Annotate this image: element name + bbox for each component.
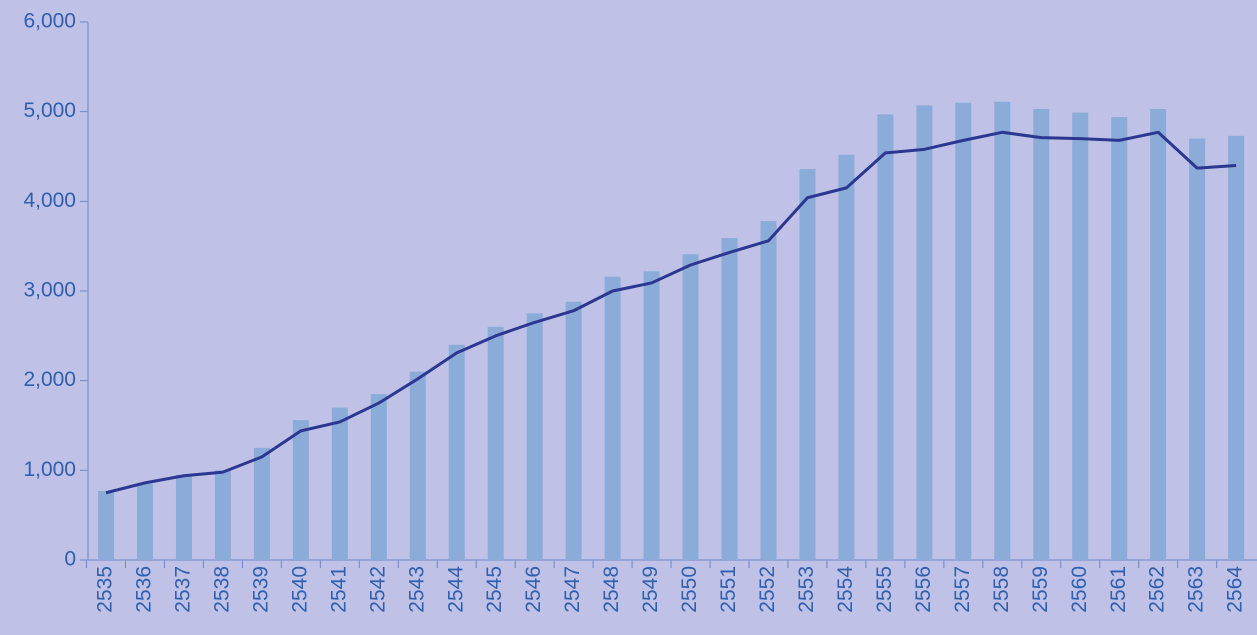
y-tick-label: 3,000: [23, 279, 76, 302]
x-tick-label: 2562: [1146, 566, 1169, 613]
bar: [526, 313, 543, 560]
y-tick-label: 1,000: [23, 458, 76, 481]
y-tick-label: 6,000: [23, 10, 76, 33]
x-tick-label: 2558: [990, 566, 1013, 613]
x-tick-label: 2537: [171, 566, 194, 613]
bar: [253, 447, 270, 560]
x-tick-label: 2555: [873, 566, 896, 613]
x-tick-label: 2539: [249, 566, 272, 613]
x-tick-label: 2544: [444, 566, 467, 613]
x-tick-label: 2548: [600, 566, 623, 613]
bar: [916, 105, 933, 560]
bar: [409, 371, 426, 560]
bar: [1228, 135, 1245, 561]
x-tick-label: 2564: [1224, 566, 1247, 613]
bar: [370, 394, 387, 560]
x-tick-label: 2563: [1185, 566, 1208, 613]
bar: [565, 301, 582, 560]
bar: [175, 474, 192, 560]
x-tick-label: 2535: [94, 566, 117, 613]
bar: [331, 407, 348, 560]
x-tick-label: 2536: [133, 566, 156, 613]
bar: [1150, 108, 1167, 560]
bar: [955, 102, 972, 560]
x-tick-label: 2561: [1107, 566, 1130, 613]
x-tick-label: 2550: [678, 566, 701, 613]
bar: [1111, 117, 1128, 561]
y-tick-label: 0: [64, 548, 76, 571]
bar: [721, 238, 738, 560]
bar: [1033, 108, 1050, 560]
bar: [1189, 138, 1206, 561]
y-tick-label: 4,000: [23, 189, 76, 212]
bar: [604, 276, 621, 560]
y-tick-label: 5,000: [23, 99, 76, 122]
bar: [136, 483, 153, 560]
x-tick-label: 2560: [1068, 566, 1091, 613]
bar: [682, 254, 699, 560]
x-tick-label: 2541: [327, 566, 350, 613]
x-tick-label: 2545: [483, 566, 506, 613]
bar: [799, 169, 816, 560]
x-tick-label: 2546: [522, 566, 545, 613]
x-tick-label: 2551: [717, 566, 740, 613]
bar: [98, 490, 114, 560]
x-tick-label: 2553: [795, 566, 818, 613]
bar: [448, 344, 465, 560]
bar: [1072, 112, 1089, 561]
x-tick-label: 2554: [834, 566, 857, 613]
x-tick-label: 2547: [561, 566, 584, 613]
bar: [877, 114, 894, 561]
x-tick-label: 2549: [639, 566, 662, 613]
bar: [487, 326, 504, 560]
x-tick-label: 2557: [951, 566, 974, 613]
bar: [838, 154, 855, 560]
x-tick-label: 2559: [1029, 566, 1052, 613]
bar: [214, 470, 231, 560]
x-tick-label: 2552: [756, 566, 779, 613]
x-tick-label: 2538: [210, 566, 233, 613]
x-tick-label: 2543: [405, 566, 428, 613]
line: [105, 130, 1237, 495]
bar: [292, 420, 309, 560]
bar: [994, 101, 1011, 560]
x-tick-label: 2542: [366, 566, 389, 613]
bar: [760, 221, 777, 560]
y-tick-label: 2,000: [23, 368, 76, 391]
x-tick-label: 2556: [912, 566, 935, 613]
x-tick-label: 2540: [288, 566, 311, 613]
bar: [643, 271, 660, 560]
